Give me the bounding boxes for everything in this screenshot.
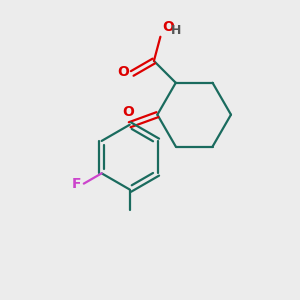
- Text: O: O: [117, 65, 129, 79]
- Text: O: O: [122, 105, 134, 119]
- Text: F: F: [72, 177, 81, 190]
- Text: O: O: [162, 20, 174, 34]
- Text: H: H: [171, 24, 181, 37]
